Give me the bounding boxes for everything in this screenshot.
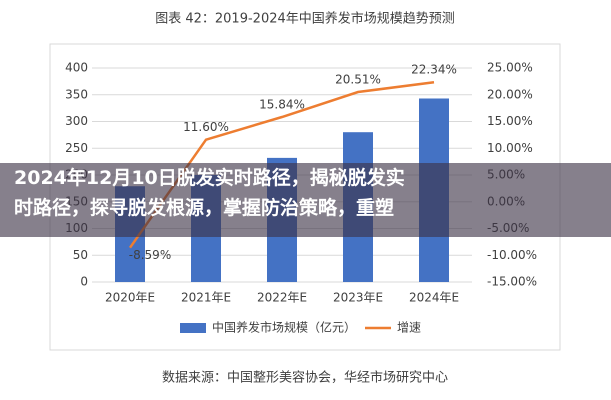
x-tick-label: 2021年E	[181, 291, 231, 305]
headline-line: 2024年12月10日脱发实时路径，揭秘脱发实	[14, 167, 405, 189]
data-label: -8.59%	[129, 248, 171, 262]
legend-label: 中国养发市场规模（亿元）	[212, 320, 356, 335]
y2-tick-label: 10.00%	[487, 141, 533, 155]
x-tick-label: 2022年E	[257, 291, 307, 305]
y-tick-label: 250	[65, 141, 88, 155]
source: 数据来源：中国整形美容协会，华经市场研究中心	[162, 370, 448, 386]
legend-swatch	[180, 323, 206, 333]
data-label: 11.60%	[183, 120, 229, 134]
headline-line: 时路径，探寻脱发根源，掌握防治策略，重塑	[14, 197, 395, 219]
headline-banner: 2024年12月10日脱发实时路径，揭秘脱发实 时路径，探寻脱发根源，掌握防治策…	[0, 163, 611, 237]
data-label: 22.34%	[411, 63, 457, 77]
x-tick-label: 2020年E	[105, 291, 155, 305]
legend-label: 增速	[397, 321, 421, 335]
y-tick-label: 50	[73, 248, 88, 262]
x-tick-label: 2024年E	[409, 291, 459, 305]
y-tick-label: 400	[65, 61, 88, 75]
y-tick-label: 300	[65, 114, 88, 128]
data-label: 20.51%	[335, 73, 381, 87]
y2-tick-label: -15.00%	[487, 275, 537, 289]
y-tick-label: 350	[65, 87, 88, 101]
x-tick-label: 2023年E	[333, 291, 383, 305]
y-tick-label: 0	[80, 275, 88, 289]
chart-title: 图表 42：2019-2024年中国养发市场规模趋势预测	[155, 11, 455, 27]
data-label: 15.84%	[259, 98, 305, 112]
y2-tick-label: 15.00%	[487, 114, 533, 128]
y2-tick-label: 20.00%	[487, 87, 533, 101]
y2-tick-label: 25.00%	[487, 61, 533, 75]
y2-tick-label: -10.00%	[487, 248, 537, 262]
